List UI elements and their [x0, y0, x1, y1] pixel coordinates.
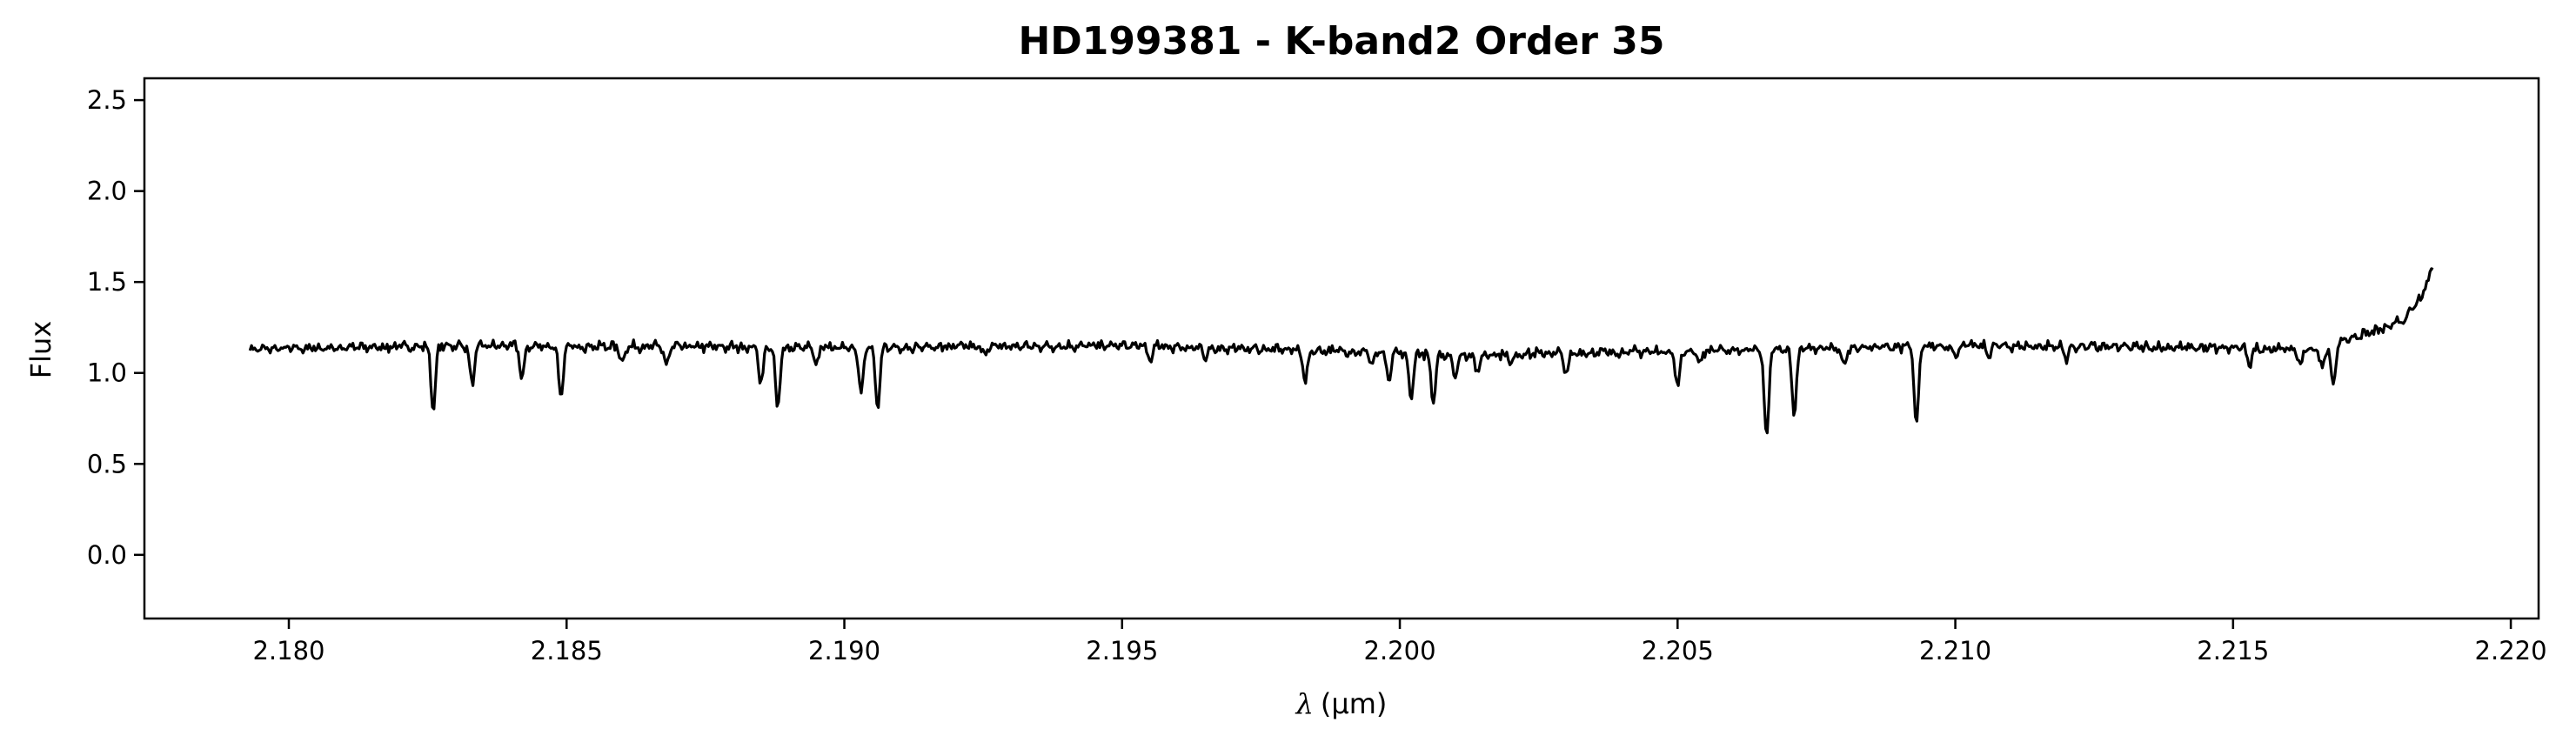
x-tick-label: 2.220 [2475, 636, 2547, 665]
spectrum-line [248, 267, 2434, 435]
chart-title: HD199381 - K-band2 Order 35 [1018, 19, 1664, 64]
x-axis-label: λ (μm) [1295, 687, 1388, 720]
y-tick-label: 2.5 [87, 85, 127, 115]
x-tick-label: 2.195 [1086, 636, 1158, 665]
x-tick-label: 2.190 [808, 636, 880, 665]
y-axis-ticks: 0.0 0.5 1.0 1.5 2.0 2.5 [87, 85, 144, 570]
x-tick-label: 2.205 [1642, 636, 1714, 665]
x-tick-label: 2.215 [2197, 636, 2269, 665]
y-tick-label: 1.5 [87, 267, 127, 297]
x-tick-label: 2.180 [252, 636, 325, 665]
x-tick-label: 2.200 [1364, 636, 1436, 665]
y-tick-label: 1.0 [87, 358, 127, 388]
x-axis-unit: (μm) [1321, 687, 1388, 720]
y-tick-label: 0.0 [87, 540, 127, 570]
x-tick-label: 2.210 [1919, 636, 1991, 665]
x-tick-label: 2.185 [531, 636, 603, 665]
y-tick-label: 2.0 [87, 177, 127, 206]
plot-frame [143, 77, 2540, 620]
x-axis-ticks: 2.180 2.185 2.190 2.195 2.200 2.205 2.210 2.215… [252, 619, 2547, 665]
y-axis-label: Flux [24, 321, 57, 379]
x-axis-symbol: λ [1295, 687, 1314, 720]
y-tick-label: 0.5 [87, 449, 127, 478]
